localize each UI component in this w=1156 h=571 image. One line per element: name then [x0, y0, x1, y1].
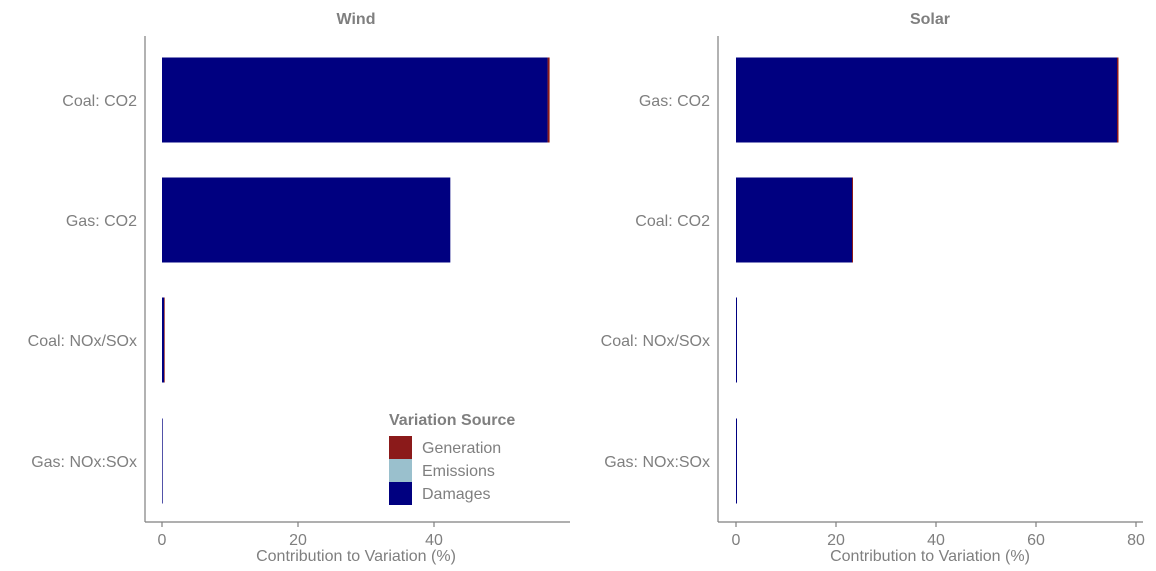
- x-tick-label: 80: [1127, 532, 1145, 549]
- panel-title: Solar: [910, 11, 950, 28]
- legend: Variation Source Generation Emissions Damag…: [389, 412, 515, 505]
- bar-damages-gas-co2: [162, 178, 450, 263]
- legend-swatch-damages: [389, 482, 412, 505]
- category-label: Gas: NOx:SOx: [604, 454, 710, 471]
- bar-damages-gas-co2: [736, 58, 1117, 143]
- legend-title: Variation Source: [389, 412, 515, 429]
- legend-label-damages: Damages: [422, 486, 490, 503]
- category-label: Coal: NOx/SOx: [28, 333, 137, 350]
- x-tick-label: 40: [425, 532, 443, 549]
- panel-wind: Wind Coal: CO2 Gas: CO2 Coal: NOx/SOx Gas: N…: [28, 11, 570, 565]
- x-axis-title: Contribution to Variation (%): [256, 548, 456, 565]
- legend-swatch-generation: [389, 436, 412, 459]
- legend-label-generation: Generation: [422, 440, 501, 457]
- bar-generation-coal-nox-sox: [164, 298, 165, 383]
- panel-solar: Solar Gas: CO2 Coal: CO2 Coal: NOx/SOx Gas: …: [601, 11, 1145, 565]
- x-tick-label: 40: [927, 532, 945, 549]
- category-label: Coal: CO2: [62, 93, 137, 110]
- category-label: Coal: CO2: [635, 213, 710, 230]
- category-label: Gas: CO2: [639, 93, 710, 110]
- bar-generation-coal-co2: [852, 178, 853, 263]
- bar-damages-coal-nox-sox: [162, 298, 164, 383]
- legend-swatch-emissions: [389, 459, 412, 482]
- bar-damages-coal-co2: [736, 178, 852, 263]
- x-axis-title: Contribution to Variation (%): [830, 548, 1030, 565]
- category-label: Gas: NOx:SOx: [31, 454, 137, 471]
- x-tick-label: 60: [1027, 532, 1045, 549]
- x-tick-label: 20: [289, 532, 307, 549]
- category-label: Coal: NOx/SOx: [601, 333, 710, 350]
- x-tick-label: 0: [158, 532, 167, 549]
- bar-generation-coal-co2: [548, 58, 550, 143]
- bar-damages-gas-nox-sox: [162, 419, 163, 504]
- panel-title: Wind: [337, 11, 376, 28]
- x-tick-label: 20: [827, 532, 845, 549]
- bar-damages-coal-nox-sox: [736, 298, 737, 383]
- legend-label-emissions: Emissions: [422, 463, 495, 480]
- x-tick-label: 0: [732, 532, 741, 549]
- bar-damages-coal-co2: [162, 58, 548, 143]
- category-label: Gas: CO2: [66, 213, 137, 230]
- bar-generation-gas-co2: [1117, 58, 1119, 143]
- bar-damages-gas-nox-sox: [736, 419, 737, 504]
